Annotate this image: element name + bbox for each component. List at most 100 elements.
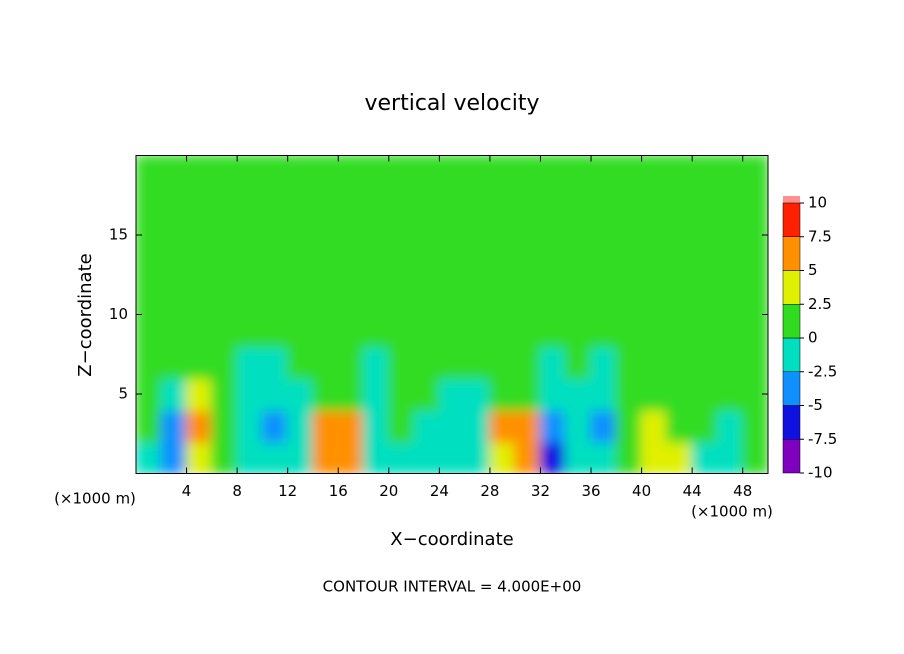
cell (136, 408, 163, 443)
x-tick-label: 40 (632, 482, 651, 500)
cell (210, 408, 239, 443)
cell (488, 155, 517, 189)
colorbar-bin (782, 304, 801, 339)
cell (362, 155, 390, 189)
cell (337, 249, 365, 284)
cell (311, 218, 340, 252)
cell (716, 313, 744, 348)
cell (691, 281, 719, 316)
cell (665, 345, 694, 380)
cell (261, 218, 289, 252)
cell (160, 345, 188, 380)
cell (185, 281, 213, 316)
cell (741, 281, 768, 316)
cell (413, 155, 441, 189)
cell (210, 345, 239, 380)
cell (716, 281, 744, 316)
cell (463, 440, 491, 474)
cell (640, 155, 668, 189)
cell (514, 186, 542, 221)
cell (236, 249, 264, 284)
cell (640, 408, 668, 443)
cell (564, 408, 593, 443)
x-tick-label: 20 (379, 482, 398, 500)
cell (463, 345, 491, 380)
cell (413, 345, 441, 380)
cell (564, 249, 593, 284)
cell (741, 345, 768, 380)
cell (691, 313, 719, 348)
cell (337, 155, 365, 189)
cell (590, 186, 618, 221)
cell (438, 155, 466, 189)
cell (590, 377, 618, 411)
cell (438, 440, 466, 474)
colorbar-bin (782, 439, 801, 474)
colorbar-bin (782, 236, 801, 271)
cell (160, 186, 188, 221)
x-tick-label: 48 (733, 482, 752, 500)
cell (236, 377, 264, 411)
cell (286, 440, 314, 474)
cell (286, 155, 314, 189)
cell (741, 313, 768, 348)
cell (590, 345, 618, 380)
cell (590, 155, 618, 189)
cell (362, 186, 390, 221)
cell (539, 155, 567, 189)
cells (136, 155, 768, 474)
cell (590, 440, 618, 474)
cell (160, 281, 188, 316)
cell (716, 440, 744, 474)
cell (691, 249, 719, 284)
cell (564, 281, 593, 316)
cell (665, 440, 694, 474)
cell (286, 313, 314, 348)
cell (488, 281, 517, 316)
cell (185, 313, 213, 348)
cell (311, 249, 340, 284)
cell (539, 218, 567, 252)
colorbar-label: -10 (808, 464, 833, 482)
cell (564, 440, 593, 474)
cell (716, 408, 744, 443)
x-tick-label: 8 (232, 482, 242, 500)
colorbar-bin (782, 202, 801, 237)
cell (185, 440, 213, 474)
colorbar-label: -2.5 (808, 362, 837, 380)
x-tick-label: 16 (329, 482, 348, 500)
cell (590, 313, 618, 348)
cell (691, 218, 719, 252)
cell (311, 440, 340, 474)
x-axis-label: X−coordinate (390, 529, 513, 550)
field (136, 155, 768, 474)
cell (539, 186, 567, 221)
cell (615, 313, 643, 348)
cell (488, 249, 517, 284)
cell (136, 281, 163, 316)
cell (514, 249, 542, 284)
cell (488, 186, 517, 221)
cell (311, 345, 340, 380)
cell (665, 249, 694, 284)
cell (362, 345, 390, 380)
cell (691, 155, 719, 189)
cell (236, 155, 264, 189)
cell (564, 218, 593, 252)
colorbar-label: 10 (808, 194, 827, 212)
cell (136, 313, 163, 348)
cell (640, 249, 668, 284)
cell (438, 218, 466, 252)
cell (337, 281, 365, 316)
cell (261, 155, 289, 189)
cell (463, 218, 491, 252)
x-tick-label: 24 (430, 482, 449, 500)
cell (741, 408, 768, 443)
cell (514, 281, 542, 316)
cell (488, 440, 517, 474)
cell (590, 218, 618, 252)
cell (488, 313, 517, 348)
cell (564, 377, 593, 411)
cell (665, 313, 694, 348)
cell (261, 345, 289, 380)
